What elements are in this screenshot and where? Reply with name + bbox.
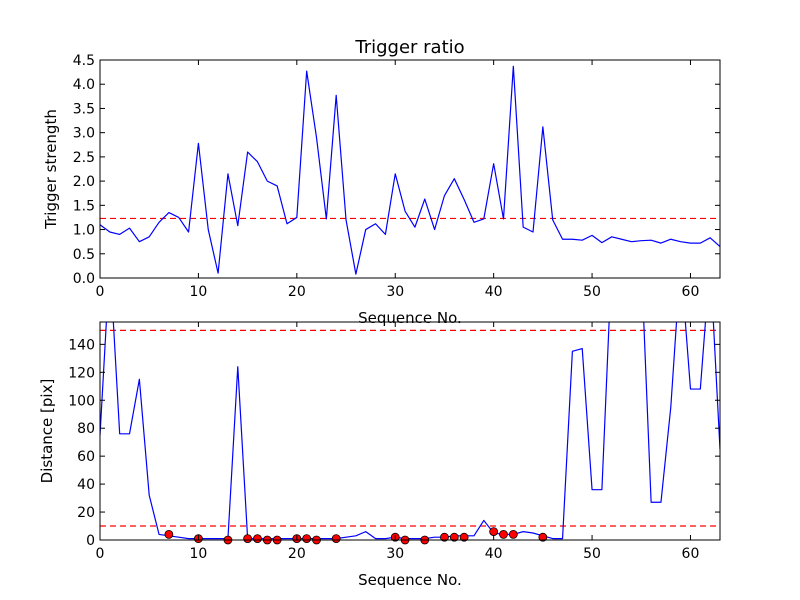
y-tick-label: 3.5 bbox=[73, 101, 95, 117]
y-tick-label: 140 bbox=[68, 337, 95, 353]
data-point-marker bbox=[253, 534, 262, 544]
y-tick-label: 40 bbox=[77, 477, 95, 493]
data-point-marker bbox=[243, 534, 253, 544]
x-tick-label: 20 bbox=[288, 284, 306, 300]
threshold-lines bbox=[100, 329, 720, 527]
x-tick-label: 20 bbox=[288, 546, 306, 562]
x-tick-label: 60 bbox=[682, 546, 700, 562]
data-point-marker bbox=[538, 532, 548, 542]
x-axis-label: Sequence No. bbox=[358, 309, 462, 327]
y-tick-label: 2.0 bbox=[73, 174, 95, 190]
y-tick-label: 1.0 bbox=[73, 223, 95, 239]
plot-frame bbox=[99, 59, 721, 279]
chart-title: Trigger ratio bbox=[354, 37, 464, 58]
x-tick-label: 40 bbox=[485, 284, 503, 300]
x-axis-label: Sequence No. bbox=[358, 571, 462, 589]
y-axis-label: Trigger strength bbox=[42, 109, 60, 230]
y-tick-labels: 0.0 0.5 1.0 1.5 2.0 2.5 3.0 3.5 4.0 4.5 bbox=[73, 53, 95, 287]
x-tick-label: 50 bbox=[583, 546, 601, 562]
x-tick-labels: 0 10 20 30 40 50 60 bbox=[96, 284, 700, 300]
data-point-marker bbox=[508, 530, 518, 539]
y-tick-label: 60 bbox=[77, 449, 95, 465]
y-tick-label: 0.5 bbox=[73, 247, 95, 263]
y-tick-label: 80 bbox=[77, 421, 95, 437]
data-point-marker bbox=[331, 534, 341, 544]
series-layer bbox=[100, 65, 720, 275]
y-tick-label: 100 bbox=[68, 393, 95, 409]
x-tick-label: 10 bbox=[189, 546, 207, 562]
y-tick-label: 3.0 bbox=[73, 126, 95, 142]
series-line bbox=[100, 65, 720, 275]
x-tick-labels: 0 10 20 30 40 50 60 bbox=[96, 546, 700, 562]
x-tick-label: 0 bbox=[96, 546, 105, 562]
data-point-marker bbox=[489, 527, 499, 537]
trigger-ratio-chart: Trigger ratio 0 10 20 30 40 50 60 0.0 0.5 1.0 1.5… bbox=[42, 37, 721, 327]
plot-frame bbox=[99, 321, 721, 541]
y-tick-label: 1.5 bbox=[73, 198, 95, 214]
x-tick-label: 10 bbox=[189, 284, 207, 300]
data-point-marker bbox=[459, 532, 469, 542]
x-tick-label: 40 bbox=[485, 546, 503, 562]
data-point-marker bbox=[499, 530, 508, 539]
y-tick-labels: 0 20 40 60 80 100 120 140 bbox=[68, 337, 95, 549]
y-tick-label: 4.5 bbox=[73, 53, 95, 69]
y-tick-label: 0 bbox=[86, 533, 95, 549]
x-tick-label: 30 bbox=[386, 546, 404, 562]
y-tick-label: 0.0 bbox=[73, 271, 95, 287]
distance-chart: 0 10 20 30 40 50 60 0 20 40 60 80 100 120 140 Sequenc… bbox=[38, 321, 721, 589]
x-tick-label: 50 bbox=[583, 284, 601, 300]
x-tick-label: 30 bbox=[386, 284, 404, 300]
data-point-marker bbox=[302, 534, 312, 544]
x-tick-label: 60 bbox=[682, 284, 700, 300]
y-tick-label: 4.0 bbox=[73, 77, 95, 93]
data-point-marker bbox=[440, 532, 449, 542]
data-point-marker bbox=[449, 532, 459, 542]
y-tick-label: 2.5 bbox=[73, 150, 95, 166]
data-point-marker bbox=[164, 530, 174, 539]
series-layer bbox=[100, 322, 720, 540]
y-tick-label: 120 bbox=[68, 365, 95, 381]
y-axis-label: Distance [pix] bbox=[38, 379, 56, 484]
y-tick-label: 20 bbox=[77, 505, 95, 521]
x-tick-label: 0 bbox=[96, 284, 105, 300]
series-line bbox=[100, 322, 720, 540]
marker-layer bbox=[164, 527, 548, 545]
